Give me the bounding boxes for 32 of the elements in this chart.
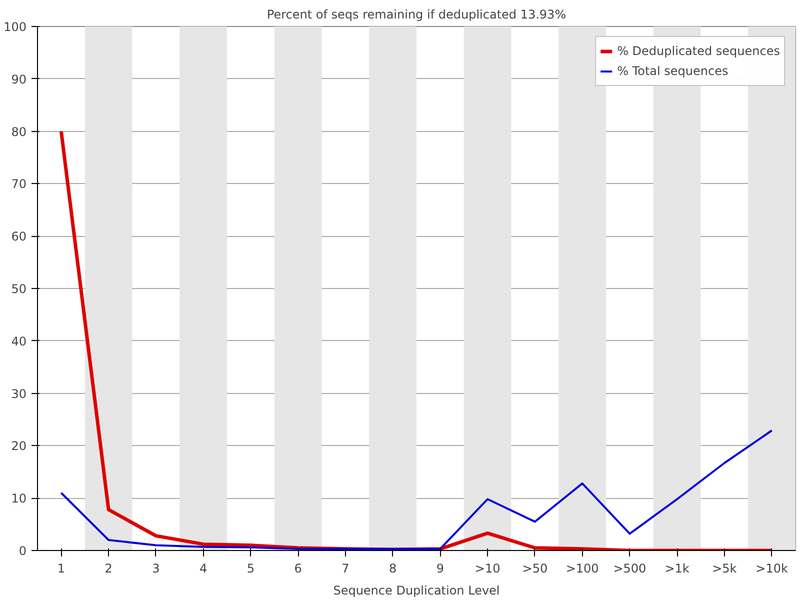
chart-title: Percent of seqs remaining if deduplicated 13.93%	[266, 8, 566, 22]
x-tick-label: >100	[566, 562, 599, 576]
x-tick-label: 3	[152, 562, 160, 576]
y-tick-label: 50	[11, 282, 27, 296]
x-tick-label: >10k	[756, 562, 788, 576]
x-tick-label: >10	[474, 562, 500, 576]
x-tick-label: 5	[246, 562, 255, 576]
x-tick-label: >50	[522, 562, 548, 576]
y-tick-label: 100	[4, 20, 26, 34]
y-tick-label: 70	[11, 177, 27, 192]
legend-label: % Deduplicated sequences	[617, 44, 780, 58]
x-tick-label: >5k	[712, 562, 737, 576]
x-tick-label: 6	[294, 562, 302, 576]
y-tick-label: 60	[11, 230, 27, 244]
y-tick-label: 40	[11, 334, 27, 348]
x-tick-label: 7	[342, 562, 350, 576]
x-axis-title: Sequence Duplication Level	[333, 584, 500, 598]
y-tick-label: 90	[11, 72, 27, 86]
y-tick-label: 30	[11, 386, 27, 401]
x-tick-label: 9	[436, 562, 444, 576]
x-tick-label: 4	[199, 562, 208, 576]
y-tick-label: 0	[18, 544, 27, 558]
y-tick-label: 80	[11, 124, 27, 139]
line-series	[60, 430, 773, 550]
y-tick-label: 10	[11, 492, 27, 506]
x-tick-label: 2	[104, 562, 112, 576]
y-tick-label: 20	[11, 439, 27, 454]
x-tick-label: 8	[388, 562, 397, 576]
legend-label: % Total sequences	[617, 64, 728, 78]
x-tick-label: 1	[57, 562, 66, 576]
x-tick-label: >1k	[664, 562, 690, 576]
x-tick-label: >500	[613, 562, 646, 576]
